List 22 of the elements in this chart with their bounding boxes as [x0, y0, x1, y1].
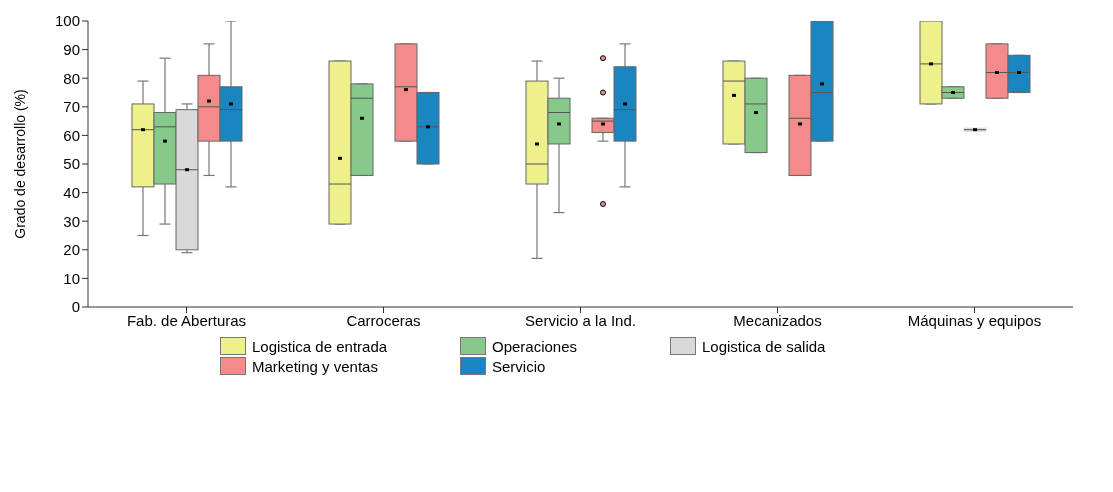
x-tick-label: Mecanizados [733, 311, 822, 329]
legend-label: Operaciones [492, 337, 578, 355]
y-tick-label: 0 [71, 298, 80, 316]
x-tick-label: Carroceras [346, 311, 421, 329]
x-tick-label: Máquinas y equipos [907, 311, 1042, 329]
y-tick-label: 10 [63, 269, 80, 287]
y-tick-label: 80 [63, 69, 80, 87]
y-tick-label: 100 [54, 12, 80, 30]
y-tick-label: 50 [63, 155, 80, 173]
legend-label: Logistica de entrada [252, 337, 388, 355]
y-tick-label: 70 [63, 98, 80, 116]
legend-label: Logistica de salida [702, 337, 826, 355]
y-tick-label: 30 [63, 212, 80, 230]
y-axis-title: Grado de desarrollo (%) [11, 89, 28, 239]
y-tick-label: 60 [63, 126, 80, 144]
legend-label: Servicio [492, 357, 546, 375]
legend-label: Marketing y ventas [252, 357, 378, 375]
x-tick-label: Fab. de Aberturas [126, 311, 247, 329]
y-tick-label: 90 [63, 40, 80, 58]
x-tick-label: Servicio a la Ind. [525, 311, 636, 329]
y-tick-label: 20 [63, 241, 80, 259]
y-tick-label: 40 [63, 183, 80, 201]
